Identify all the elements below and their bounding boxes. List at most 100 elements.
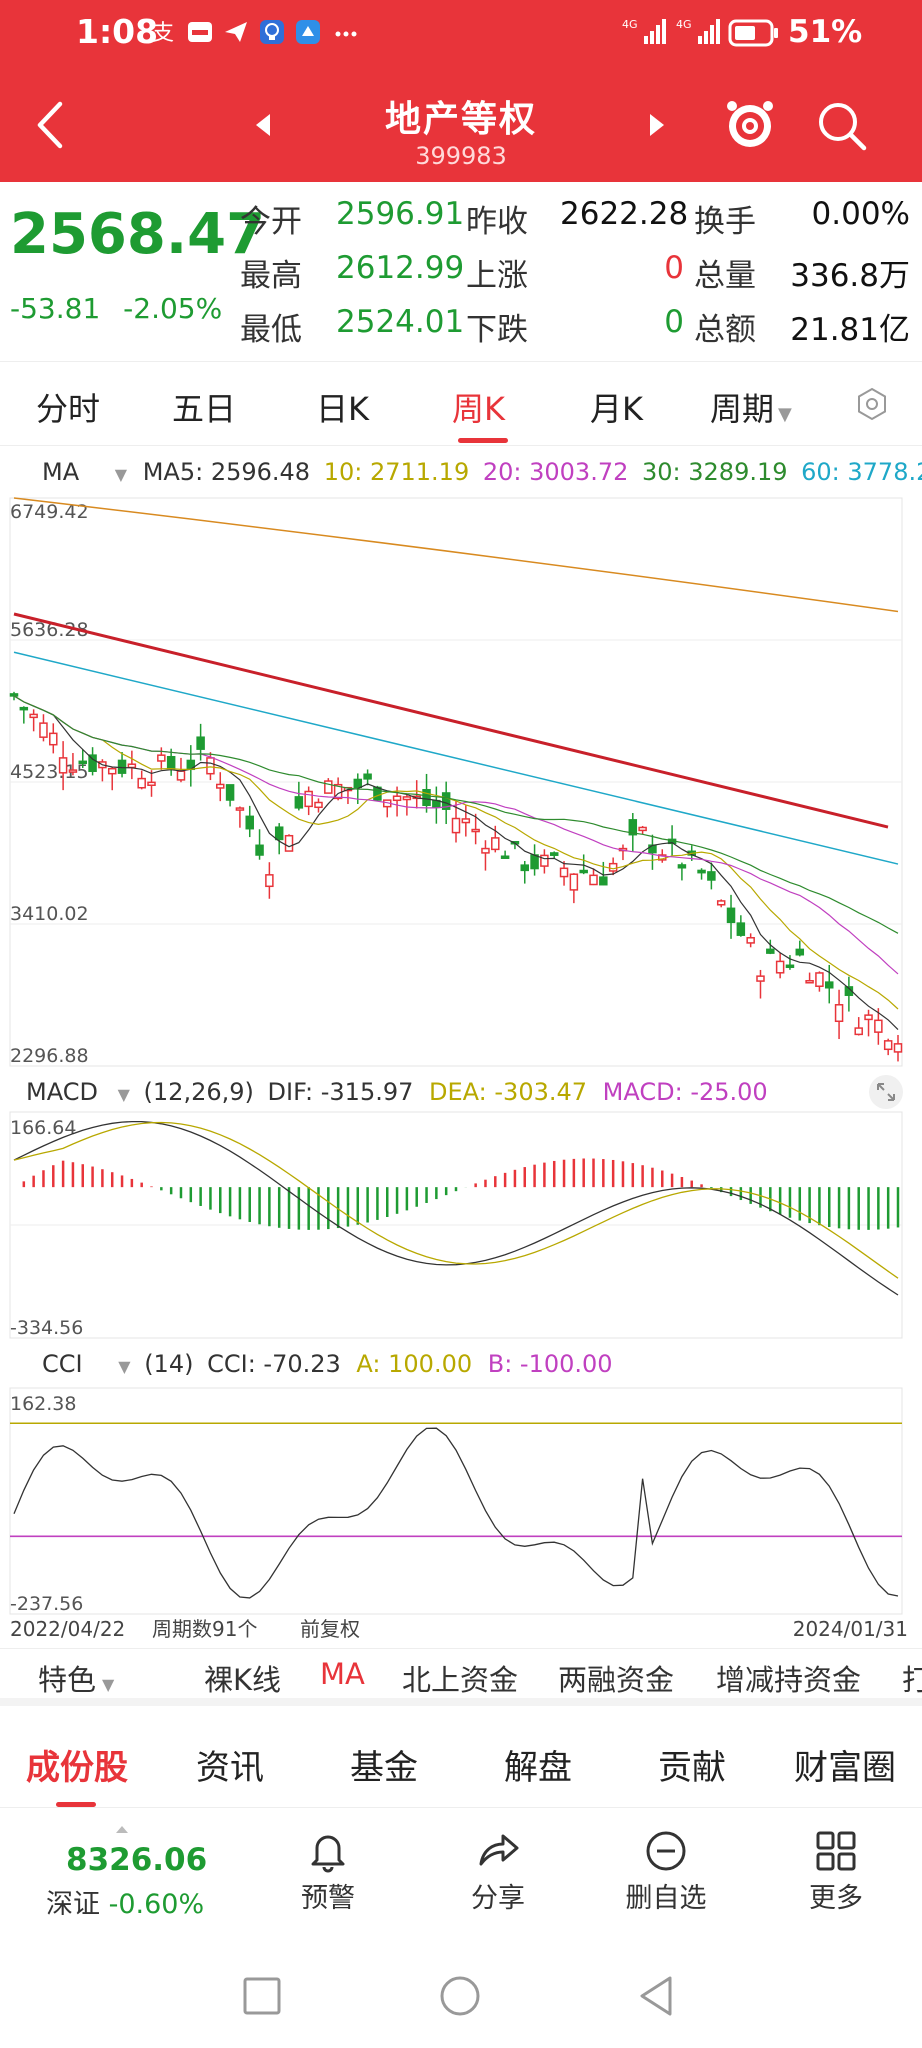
alipay-notification-icon: 支 [152, 21, 174, 46]
price-change: -53.81 -2.05% [10, 292, 222, 325]
candle-body [245, 815, 254, 830]
remove-watchlist-label: 删自选 [625, 1883, 707, 1914]
candle-body [608, 862, 618, 872]
macd-legend[interactable]: MACD ▼ (12,26,9) DIF: -315.97 DEA: -303.… [26, 1078, 768, 1106]
turnover-label: 换手 [694, 204, 756, 240]
expand-up-icon[interactable] [114, 1824, 130, 1834]
next-stock-icon[interactable] [648, 112, 666, 138]
feature-tab-naked-k[interactable]: 裸K线 [204, 1663, 282, 1697]
candle-body [49, 732, 58, 746]
amount-label: 总额 [694, 312, 756, 348]
ma-indicator-name: MA [42, 458, 80, 486]
assistant-robot-icon[interactable] [722, 96, 778, 152]
section-tab-news[interactable]: 资讯 [196, 1748, 264, 1788]
candle-body [736, 922, 746, 936]
candle-body [265, 874, 274, 888]
feature-tab-special[interactable]: 特色 ▼ [38, 1657, 114, 1699]
period-dropdown-label: 周期 [710, 390, 775, 428]
macd-layer [13, 1120, 900, 1296]
section-tab-community[interactable]: 财富圈 [794, 1748, 896, 1788]
cci-legend[interactable]: CCI ▼ (14) CCI: -70.23 A: 100.00 B: -100… [42, 1350, 613, 1378]
low-label: 最低 [240, 312, 302, 348]
candle-body [530, 854, 539, 870]
candle-body [373, 786, 382, 801]
active-tab-indicator [458, 438, 508, 443]
candle-body [805, 980, 814, 984]
svg-text:4G: 4G [622, 18, 638, 31]
chevron-down-icon: ▼ [114, 465, 128, 484]
grid-more-icon [816, 1831, 856, 1871]
back-arrow-icon[interactable] [34, 100, 68, 150]
down-count: 0 [664, 304, 684, 340]
tab-monthly-k[interactable]: 月K [590, 390, 643, 428]
candle-body [39, 722, 48, 738]
candle-body [628, 819, 638, 836]
feature-tab-northbound[interactable]: 北上资金 [402, 1663, 519, 1697]
feature-tab-more[interactable]: 打 [902, 1663, 922, 1697]
macd-tick-label: -334.56 [10, 1317, 83, 1339]
back-icon[interactable] [636, 1974, 676, 2018]
section-tab-analysis[interactable]: 解盘 [504, 1748, 572, 1788]
tab-daily-k[interactable]: 日K [316, 390, 369, 428]
ma60-line [13, 651, 899, 865]
remove-watchlist-icon [646, 1831, 686, 1871]
home-icon[interactable] [438, 1974, 482, 2018]
dea-line [13, 1121, 899, 1279]
candle-body [216, 783, 225, 789]
tab-period-dropdown[interactable]: 周期 ▼ [710, 384, 792, 430]
feature-tab-holding-change[interactable]: 增减持资金 [716, 1663, 862, 1697]
chart-settings-icon[interactable] [854, 386, 890, 422]
cci-panel-frame [9, 1387, 903, 1615]
price-tick-label: 2296.88 [10, 1045, 89, 1067]
candle-body [88, 754, 97, 772]
price-tick-label: 4523.15 [10, 761, 89, 783]
candle-body [707, 871, 716, 881]
candle-body [599, 876, 608, 886]
more-button[interactable]: 更多 [776, 1828, 896, 1915]
candle-body [363, 773, 372, 780]
candle-body [461, 818, 471, 824]
alert-button[interactable]: 预警 [268, 1828, 388, 1915]
share-button[interactable]: 分享 [438, 1828, 558, 1915]
expand-chart-icon[interactable] [868, 1074, 904, 1110]
feature-tab-ma[interactable]: MA [320, 1657, 365, 1691]
tab-intraday[interactable]: 分时 [36, 390, 101, 428]
volume-value: 336.8万 [790, 258, 910, 294]
chevron-down-icon: ▼ [778, 404, 792, 425]
ma30-line [13, 695, 899, 934]
system-navigation-bar [0, 1940, 922, 2048]
index-value[interactable]: 8326.06 [66, 1842, 208, 1878]
bulb-icon [260, 20, 284, 44]
candle-body [795, 948, 805, 956]
candle-body [58, 757, 68, 774]
cci-layer [10, 1422, 902, 1599]
trend-line [13, 612, 889, 829]
recent-apps-icon[interactable] [242, 1976, 282, 2016]
prev-stock-icon[interactable] [254, 112, 272, 138]
tab-weekly-k[interactable]: 周K [452, 390, 505, 428]
feature-tab-margin[interactable]: 两融资金 [558, 1663, 675, 1697]
share-label: 分享 [471, 1883, 525, 1914]
open-label: 今开 [240, 204, 302, 240]
section-tab-contribution[interactable]: 贡献 [658, 1748, 726, 1788]
battery-icon [728, 19, 778, 47]
tab-five-day[interactable]: 五日 [172, 390, 237, 428]
more-label: 更多 [809, 1883, 863, 1914]
chevron-down-icon: ▼ [118, 1357, 131, 1376]
candle-body [294, 796, 304, 809]
candle-body [677, 864, 687, 869]
svg-text:4G: 4G [676, 18, 692, 31]
section-tab-funds[interactable]: 基金 [350, 1748, 418, 1788]
high-label: 最高 [240, 258, 302, 294]
down-label: 下跌 [466, 312, 528, 348]
remove-watchlist-button[interactable]: 删自选 [606, 1828, 726, 1915]
search-icon[interactable] [816, 100, 868, 152]
candle-body [19, 706, 29, 711]
kline-chart[interactable]: 6749.42 5636.28 4523.15 3410.02 2296.88 … [0, 446, 922, 1646]
section-tab-constituents[interactable]: 成份股 [26, 1748, 128, 1788]
cci-tick-label: -237.56 [10, 1593, 83, 1615]
candle-body [441, 792, 451, 810]
x-axis-start-date: 2022/04/22 [10, 1617, 125, 1641]
index-ticker[interactable]: 深证 -0.60% [46, 1882, 204, 1921]
ma-legend[interactable]: MA ▼ MA5: 2596.48 10: 2711.19 20: 3003.7… [42, 458, 922, 486]
